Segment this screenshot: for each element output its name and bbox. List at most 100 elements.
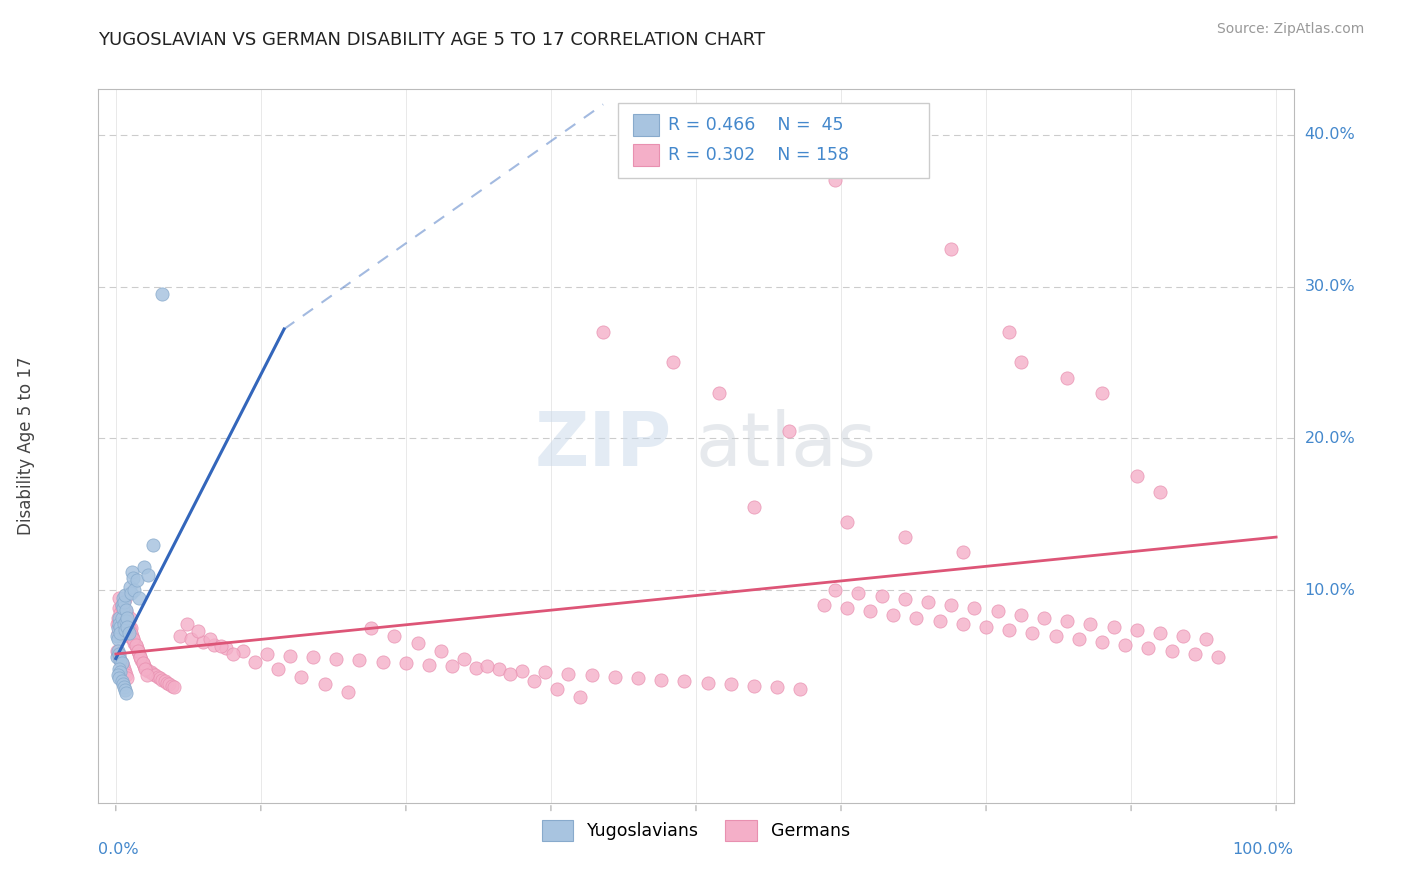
Point [1126, 469, 1149, 483]
Point [127, 644, 149, 658]
Point [108, 610, 131, 624]
Point [336, 685, 359, 699]
Point [142, 538, 165, 552]
Point [1080, 616, 1102, 631]
Point [117, 671, 139, 685]
Point [789, 681, 811, 696]
Point [112, 616, 135, 631]
Point [987, 605, 1010, 619]
Point [974, 620, 997, 634]
Point [1091, 385, 1114, 400]
Point [835, 515, 858, 529]
Point [117, 629, 139, 643]
Point [118, 580, 141, 594]
Point [115, 605, 138, 619]
Point [111, 656, 134, 670]
Point [998, 623, 1021, 637]
Point [114, 665, 136, 680]
Point [111, 610, 134, 624]
Point [105, 644, 128, 658]
Point [952, 545, 974, 559]
Point [180, 632, 202, 646]
Point [917, 595, 939, 609]
Point [488, 662, 510, 676]
Point [557, 666, 579, 681]
Text: Disability Age 5 to 17: Disability Age 5 to 17 [17, 357, 35, 535]
Point [941, 242, 963, 256]
Point [1033, 610, 1056, 624]
Point [429, 644, 451, 658]
Point [117, 625, 139, 640]
Text: 10.0%: 10.0% [1305, 582, 1355, 598]
Point [124, 638, 146, 652]
Point [142, 666, 165, 681]
Point [115, 614, 138, 628]
Point [146, 670, 169, 684]
Point [108, 662, 131, 676]
Point [510, 664, 533, 678]
Point [111, 606, 134, 620]
Point [120, 621, 142, 635]
Point [278, 648, 301, 663]
Point [117, 620, 139, 634]
Point [696, 676, 718, 690]
Point [110, 625, 132, 640]
Point [835, 601, 858, 615]
Point [742, 679, 765, 693]
Point [105, 616, 128, 631]
Point [153, 674, 176, 689]
Point [134, 662, 156, 676]
Point [136, 664, 159, 678]
Point [267, 662, 290, 676]
Point [128, 591, 150, 605]
Point [176, 616, 198, 631]
Point [673, 674, 696, 689]
Point [499, 666, 522, 681]
Point [222, 647, 245, 661]
Point [395, 656, 418, 670]
Text: atlas: atlas [696, 409, 877, 483]
Point [848, 586, 870, 600]
Point [111, 595, 134, 609]
Point [1067, 632, 1090, 646]
Point [111, 599, 134, 613]
Point [1010, 355, 1032, 369]
Point [114, 592, 136, 607]
Point [111, 591, 134, 605]
Point [232, 644, 254, 658]
Point [1206, 650, 1229, 665]
Text: 40.0%: 40.0% [1305, 128, 1355, 142]
Point [112, 606, 135, 620]
Point [1149, 484, 1171, 499]
Point [169, 629, 191, 643]
Point [160, 679, 183, 693]
Point [149, 671, 172, 685]
Point [453, 651, 475, 665]
Point [187, 624, 209, 639]
Point [117, 620, 139, 634]
Point [1137, 640, 1160, 655]
Point [349, 653, 371, 667]
Point [120, 586, 142, 600]
Point [139, 665, 162, 680]
Point [1056, 370, 1078, 384]
Point [204, 638, 226, 652]
Point [112, 595, 135, 609]
Point [191, 635, 214, 649]
Point [110, 665, 132, 680]
Point [110, 653, 132, 667]
Point [107, 632, 129, 646]
Text: ZIP: ZIP [534, 409, 672, 483]
Point [325, 651, 347, 665]
Point [108, 591, 131, 605]
Point [115, 668, 138, 682]
Point [107, 668, 129, 682]
Point [117, 610, 139, 624]
Point [108, 671, 131, 685]
Point [952, 616, 974, 631]
Point [150, 287, 173, 301]
Point [522, 674, 544, 689]
Text: 30.0%: 30.0% [1305, 279, 1355, 294]
Point [108, 601, 131, 615]
Point [215, 640, 238, 655]
